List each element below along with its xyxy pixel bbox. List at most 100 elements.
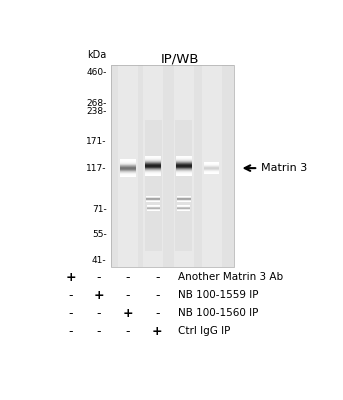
Bar [120, 172, 136, 173]
Bar [176, 168, 192, 169]
Bar [120, 172, 136, 173]
Text: -: - [69, 307, 73, 320]
Bar [145, 173, 161, 174]
Bar [120, 170, 136, 171]
Bar [145, 172, 161, 173]
Text: -: - [155, 271, 159, 284]
Bar [175, 120, 192, 251]
Bar [118, 65, 138, 267]
Bar [120, 166, 136, 167]
Bar [176, 159, 192, 160]
Bar [145, 170, 161, 171]
Text: Another Matrin 3 Ab: Another Matrin 3 Ab [178, 272, 284, 282]
Bar [145, 175, 161, 176]
Text: -: - [69, 289, 73, 302]
Bar [176, 170, 192, 171]
Bar [176, 157, 192, 158]
Bar [176, 156, 192, 157]
Bar [176, 175, 192, 176]
Bar [120, 168, 136, 169]
Bar [145, 171, 161, 172]
Bar [111, 65, 234, 267]
Bar [145, 166, 161, 167]
Bar [176, 158, 192, 159]
Bar [176, 167, 192, 168]
Bar [145, 170, 161, 171]
Bar [176, 157, 192, 158]
Bar [145, 157, 161, 158]
Bar [120, 164, 136, 165]
Bar [176, 158, 192, 159]
Bar [145, 163, 161, 164]
Text: +: + [66, 271, 76, 284]
Bar [145, 158, 161, 159]
Text: NB 100-1559 IP: NB 100-1559 IP [178, 290, 259, 300]
Bar [145, 174, 161, 175]
Bar [120, 176, 136, 177]
Text: 41-: 41- [92, 256, 107, 265]
Bar [120, 163, 136, 164]
Text: +: + [152, 324, 163, 338]
Bar [176, 163, 192, 164]
Bar [145, 120, 162, 251]
Bar [176, 169, 192, 170]
Bar [145, 156, 161, 157]
Bar [176, 172, 192, 173]
Bar [145, 167, 161, 168]
Bar [145, 160, 161, 161]
Text: 117-: 117- [86, 164, 107, 173]
Bar [120, 164, 136, 165]
Text: +: + [123, 307, 133, 320]
Bar [176, 171, 192, 172]
Bar [145, 163, 161, 164]
Bar [145, 158, 161, 159]
Bar [145, 161, 161, 162]
Text: 238-: 238- [86, 107, 107, 116]
Bar [176, 165, 192, 166]
Bar [120, 161, 136, 162]
Bar [120, 161, 136, 162]
Bar [120, 165, 136, 166]
Bar [176, 161, 192, 162]
Text: IP/WB: IP/WB [161, 53, 200, 66]
Bar [145, 167, 161, 168]
Text: Matrin 3: Matrin 3 [261, 163, 307, 173]
Bar [176, 160, 192, 161]
Bar [143, 65, 163, 267]
Bar [176, 174, 192, 175]
Bar [120, 168, 136, 169]
Bar [176, 156, 192, 157]
Bar [120, 162, 136, 163]
Bar [176, 174, 192, 175]
Text: -: - [126, 271, 130, 284]
Bar [120, 174, 136, 175]
Bar [145, 156, 161, 157]
Bar [120, 169, 136, 170]
Bar [176, 164, 192, 165]
Bar [120, 174, 136, 175]
Bar [145, 172, 161, 173]
Text: Ctrl IgG IP: Ctrl IgG IP [178, 326, 231, 336]
Bar [176, 168, 192, 169]
Text: -: - [96, 324, 101, 338]
Bar [145, 169, 161, 170]
Bar [145, 157, 161, 158]
Text: -: - [126, 324, 130, 338]
Text: NB 100-1560 IP: NB 100-1560 IP [178, 308, 259, 318]
Bar [145, 164, 161, 165]
Bar [176, 169, 192, 170]
Bar [176, 159, 192, 160]
Bar [176, 173, 192, 174]
Bar [176, 162, 192, 163]
Bar [176, 162, 192, 163]
Bar [202, 65, 222, 267]
Bar [111, 65, 234, 267]
Bar [120, 175, 136, 176]
Text: -: - [96, 271, 101, 284]
Bar [120, 160, 136, 161]
Text: -: - [155, 289, 159, 302]
Bar [145, 159, 161, 160]
Text: -: - [69, 324, 73, 338]
Bar [145, 171, 161, 172]
Bar [176, 170, 192, 171]
